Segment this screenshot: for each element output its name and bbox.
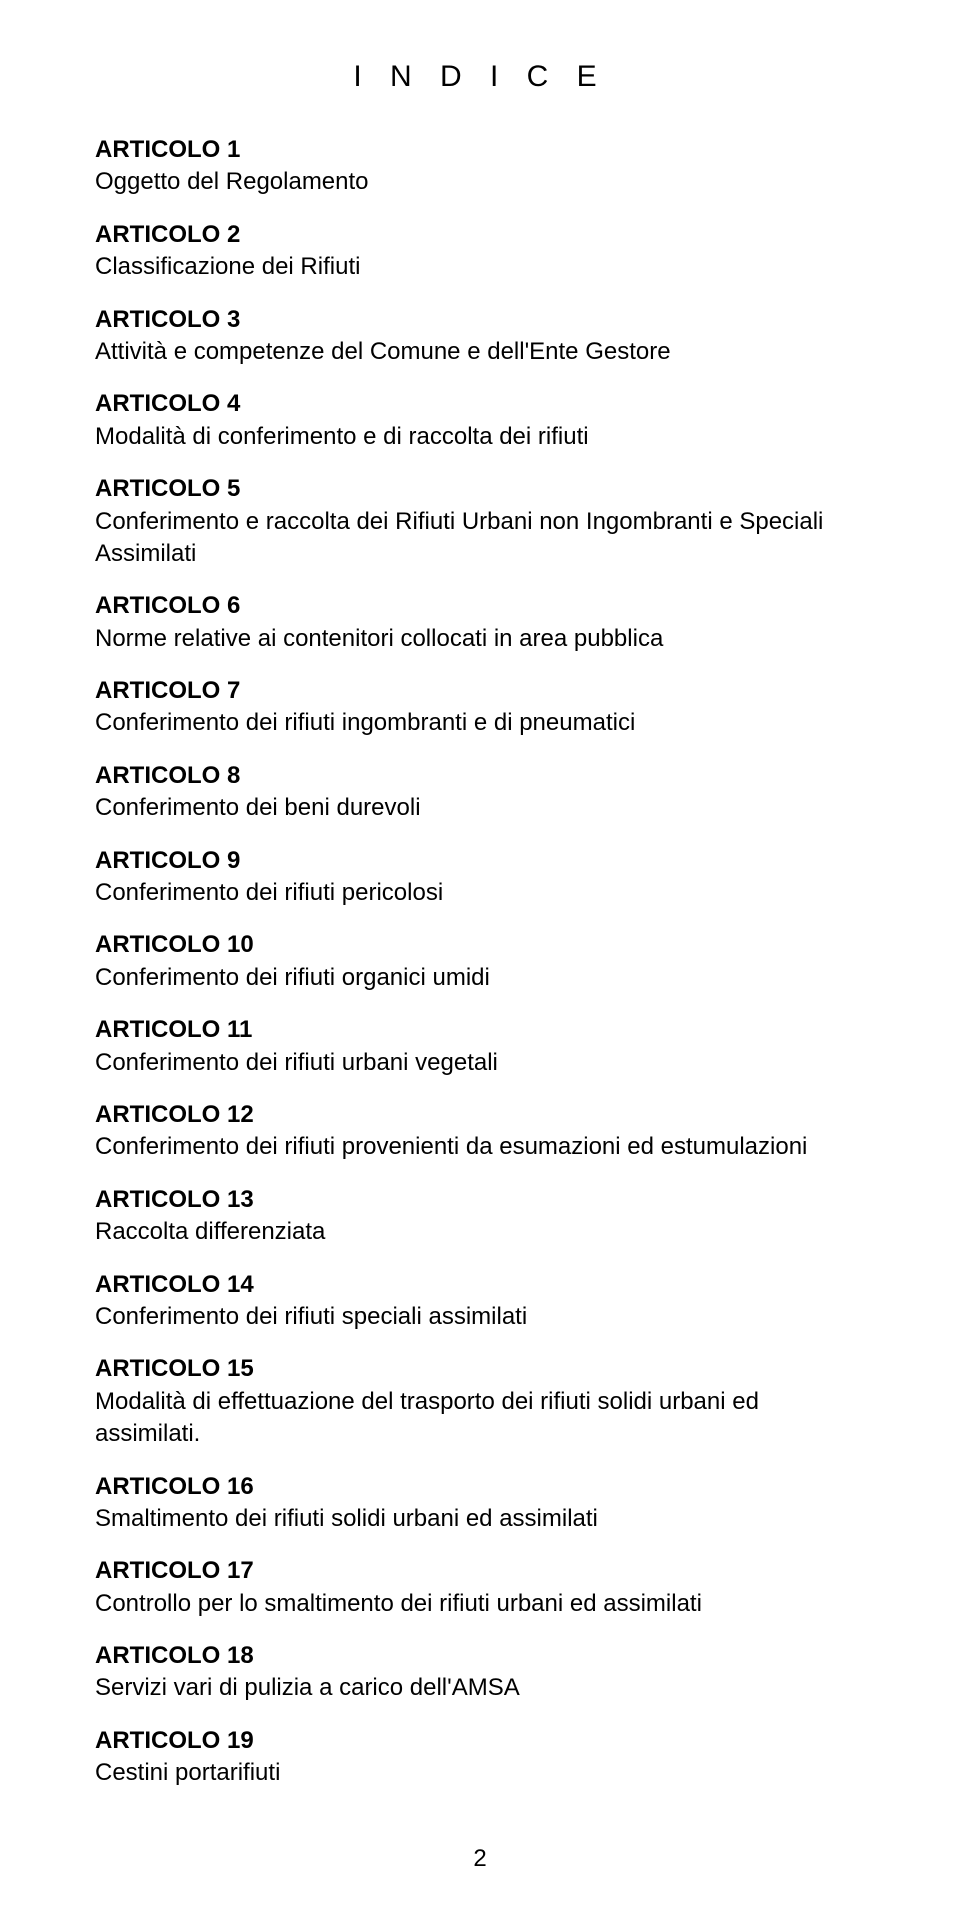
toc-entry-desc: Conferimento dei rifiuti urbani vegetali: [95, 1047, 865, 1079]
page-title: I N D I C E: [95, 60, 865, 94]
toc-entry-desc: Attività e competenze del Comune e dell'…: [95, 336, 865, 368]
toc-entry-heading: ARTICOLO 16: [95, 1471, 865, 1503]
toc-entry-desc: Raccolta differenziata: [95, 1216, 865, 1248]
toc-entry-heading: ARTICOLO 2: [95, 219, 865, 251]
toc-entry-heading: ARTICOLO 12: [95, 1099, 865, 1131]
toc-list: ARTICOLO 1Oggetto del RegolamentoARTICOL…: [95, 134, 865, 1790]
toc-entry-desc: Smaltimento dei rifiuti solidi urbani ed…: [95, 1503, 865, 1535]
toc-entry-desc: Conferimento dei rifiuti ingombranti e d…: [95, 707, 865, 739]
toc-entry-desc: Cestini portarifiuti: [95, 1757, 865, 1789]
toc-entry: ARTICOLO 5Conferimento e raccolta dei Ri…: [95, 473, 865, 570]
toc-entry-heading: ARTICOLO 8: [95, 760, 865, 792]
toc-entry: ARTICOLO 10Conferimento dei rifiuti orga…: [95, 929, 865, 994]
toc-entry: ARTICOLO 9Conferimento dei rifiuti peric…: [95, 845, 865, 910]
toc-entry-heading: ARTICOLO 14: [95, 1269, 865, 1301]
toc-entry: ARTICOLO 6Norme relative ai contenitori …: [95, 590, 865, 655]
document-page: I N D I C E ARTICOLO 1Oggetto del Regola…: [0, 0, 960, 1913]
toc-entry-desc: Norme relative ai contenitori collocati …: [95, 623, 865, 655]
toc-entry: ARTICOLO 14Conferimento dei rifiuti spec…: [95, 1269, 865, 1334]
toc-entry-desc: Modalità di effettuazione del trasporto …: [95, 1386, 865, 1451]
toc-entry-desc: Conferimento dei rifiuti speciali assimi…: [95, 1301, 865, 1333]
toc-entry-desc: Conferimento dei rifiuti organici umidi: [95, 962, 865, 994]
toc-entry-heading: ARTICOLO 17: [95, 1555, 865, 1587]
toc-entry-heading: ARTICOLO 10: [95, 929, 865, 961]
toc-entry: ARTICOLO 4Modalità di conferimento e di …: [95, 388, 865, 453]
toc-entry-heading: ARTICOLO 19: [95, 1725, 865, 1757]
toc-entry-desc: Controllo per lo smaltimento dei rifiuti…: [95, 1588, 865, 1620]
toc-entry-desc: Conferimento dei beni durevoli: [95, 792, 865, 824]
toc-entry-heading: ARTICOLO 1: [95, 134, 865, 166]
toc-entry: ARTICOLO 12Conferimento dei rifiuti prov…: [95, 1099, 865, 1164]
toc-entry-heading: ARTICOLO 11: [95, 1014, 865, 1046]
toc-entry-heading: ARTICOLO 13: [95, 1184, 865, 1216]
toc-entry-heading: ARTICOLO 7: [95, 675, 865, 707]
toc-entry: ARTICOLO 3Attività e competenze del Comu…: [95, 304, 865, 369]
toc-entry: ARTICOLO 15Modalità di effettuazione del…: [95, 1353, 865, 1450]
toc-entry: ARTICOLO 2Classificazione dei Rifiuti: [95, 219, 865, 284]
toc-entry-heading: ARTICOLO 18: [95, 1640, 865, 1672]
toc-entry: ARTICOLO 17Controllo per lo smaltimento …: [95, 1555, 865, 1620]
toc-entry: ARTICOLO 8Conferimento dei beni durevoli: [95, 760, 865, 825]
toc-entry: ARTICOLO 13Raccolta differenziata: [95, 1184, 865, 1249]
toc-entry: ARTICOLO 1Oggetto del Regolamento: [95, 134, 865, 199]
toc-entry-desc: Classificazione dei Rifiuti: [95, 251, 865, 283]
toc-entry-heading: ARTICOLO 6: [95, 590, 865, 622]
toc-entry-desc: Modalità di conferimento e di raccolta d…: [95, 421, 865, 453]
toc-entry-heading: ARTICOLO 3: [95, 304, 865, 336]
toc-entry-desc: Oggetto del Regolamento: [95, 166, 865, 198]
toc-entry: ARTICOLO 7Conferimento dei rifiuti ingom…: [95, 675, 865, 740]
toc-entry-heading: ARTICOLO 15: [95, 1353, 865, 1385]
toc-entry-desc: Conferimento dei rifiuti pericolosi: [95, 877, 865, 909]
toc-entry-desc: Conferimento e raccolta dei Rifiuti Urba…: [95, 506, 865, 571]
toc-entry: ARTICOLO 19Cestini portarifiuti: [95, 1725, 865, 1790]
toc-entry: ARTICOLO 16Smaltimento dei rifiuti solid…: [95, 1471, 865, 1536]
toc-entry: ARTICOLO 18Servizi vari di pulizia a car…: [95, 1640, 865, 1705]
toc-entry-desc: Conferimento dei rifiuti provenienti da …: [95, 1131, 865, 1163]
toc-entry-heading: ARTICOLO 5: [95, 473, 865, 505]
toc-entry-heading: ARTICOLO 9: [95, 845, 865, 877]
toc-entry-heading: ARTICOLO 4: [95, 388, 865, 420]
toc-entry-desc: Servizi vari di pulizia a carico dell'AM…: [95, 1672, 865, 1704]
page-number: 2: [0, 1845, 960, 1873]
toc-entry: ARTICOLO 11Conferimento dei rifiuti urba…: [95, 1014, 865, 1079]
